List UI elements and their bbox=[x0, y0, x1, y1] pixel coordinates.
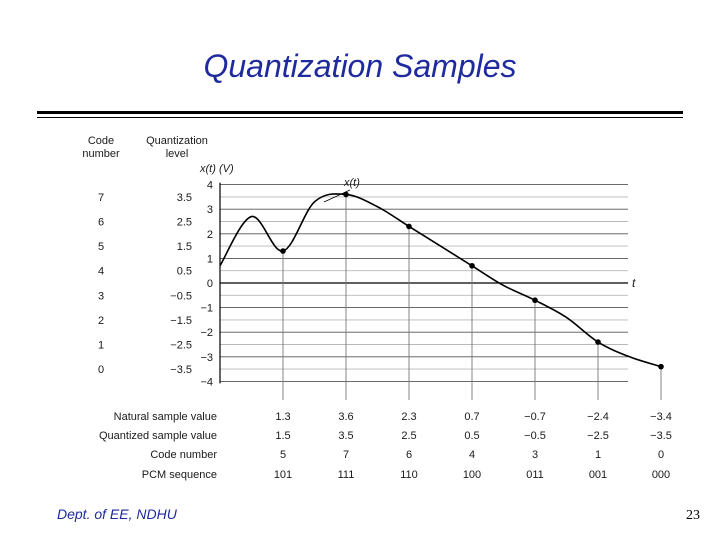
y-tick-label: 4 bbox=[207, 180, 213, 192]
title-rule-thin bbox=[37, 117, 683, 118]
quantization-level-header: Quantization level bbox=[146, 135, 208, 160]
sample-point bbox=[595, 339, 601, 345]
code-number-label: 3 bbox=[98, 290, 104, 302]
sample-code-number: 3 bbox=[532, 449, 538, 461]
curve-label: x(t) bbox=[343, 177, 360, 189]
title-rule-thick bbox=[37, 111, 683, 114]
code-number-label: 5 bbox=[98, 241, 104, 253]
y-tick-label: −2 bbox=[200, 327, 213, 339]
sample-code-number: 4 bbox=[469, 449, 475, 461]
page-number: 23 bbox=[686, 508, 700, 523]
pcm-code: 111 bbox=[338, 469, 355, 481]
y-tick-label: 2 bbox=[207, 229, 213, 241]
quantized-sample-value: −3.5 bbox=[650, 430, 672, 442]
code-number-header: Code number bbox=[82, 135, 120, 160]
table-row-label-pcm: PCM sequence bbox=[142, 469, 217, 481]
sample-code-number: 6 bbox=[406, 449, 412, 461]
quantized-sample-value: −2.5 bbox=[587, 430, 609, 442]
y-axis-label: x(t) (V) bbox=[199, 163, 234, 175]
y-tick-label: −3 bbox=[200, 352, 213, 364]
quantized-sample-value: 1.5 bbox=[275, 430, 290, 442]
quantization-level-label: −0.5 bbox=[170, 290, 192, 302]
x-axis-label: t bbox=[632, 276, 636, 290]
y-tick-label: 3 bbox=[207, 204, 213, 216]
code-number-label: 1 bbox=[98, 340, 104, 352]
table-row-label-quantized: Quantized sample value bbox=[99, 430, 217, 442]
quantization-level-label: −2.5 bbox=[170, 340, 192, 352]
sample-point bbox=[343, 191, 349, 198]
y-tick-label: −1 bbox=[200, 303, 213, 315]
code-number-label: 6 bbox=[98, 217, 104, 229]
code-number-label: 0 bbox=[98, 364, 104, 376]
table-row-label-code: Code number bbox=[150, 449, 217, 461]
code-number-label: 4 bbox=[98, 266, 104, 278]
footer-department: Dept. of EE, NDHU bbox=[57, 506, 177, 522]
sample-point bbox=[658, 363, 664, 370]
curve-label-pointer bbox=[323, 189, 351, 203]
natural-sample-value: 2.3 bbox=[401, 411, 416, 423]
pcm-code: 100 bbox=[463, 469, 481, 481]
natural-sample-value: 0.7 bbox=[464, 411, 479, 423]
sample-point bbox=[532, 297, 538, 304]
natural-sample-value: −2.4 bbox=[587, 411, 609, 423]
sample-point bbox=[406, 223, 412, 230]
quantization-level-label: −3.5 bbox=[170, 364, 192, 376]
pcm-code: 000 bbox=[652, 469, 670, 481]
code-number-label: 7 bbox=[98, 192, 104, 204]
pcm-code: 011 bbox=[526, 469, 544, 481]
sample-point bbox=[469, 262, 475, 269]
sample-code-number: 1 bbox=[595, 449, 601, 461]
quantization-level-label: 0.5 bbox=[177, 266, 192, 278]
sample-code-number: 5 bbox=[280, 449, 286, 461]
sample-code-number: 0 bbox=[658, 449, 664, 461]
quantization-level-label: 3.5 bbox=[177, 192, 192, 204]
signal-curve bbox=[219, 193, 662, 368]
quantized-sample-value: 3.5 bbox=[338, 430, 353, 442]
y-tick-label: −4 bbox=[200, 376, 213, 388]
quantization-level-label: 1.5 bbox=[177, 241, 192, 253]
slide-title: Quantization Samples bbox=[203, 48, 517, 84]
quantization-level-label: −1.5 bbox=[170, 315, 192, 327]
quantized-sample-value: −0.5 bbox=[524, 430, 546, 442]
quantized-sample-value: 2.5 bbox=[401, 430, 416, 442]
quantization-level-label: 2.5 bbox=[177, 217, 192, 229]
sample-point bbox=[280, 248, 286, 254]
y-tick-label: 1 bbox=[207, 253, 213, 265]
pcm-code: 101 bbox=[274, 469, 292, 481]
natural-sample-value: 1.3 bbox=[275, 411, 290, 423]
sample-code-number: 7 bbox=[343, 449, 349, 461]
natural-sample-value: 3.6 bbox=[338, 411, 353, 423]
table-row-label-natural: Natural sample value bbox=[114, 411, 217, 423]
y-tick-label: 0 bbox=[207, 278, 213, 290]
natural-sample-value: −0.7 bbox=[524, 411, 546, 423]
natural-sample-value: −3.4 bbox=[650, 411, 672, 423]
quantized-sample-value: 0.5 bbox=[464, 430, 479, 442]
pcm-code: 001 bbox=[589, 469, 607, 481]
pcm-code: 110 bbox=[400, 469, 418, 481]
code-number-label: 2 bbox=[98, 315, 104, 327]
